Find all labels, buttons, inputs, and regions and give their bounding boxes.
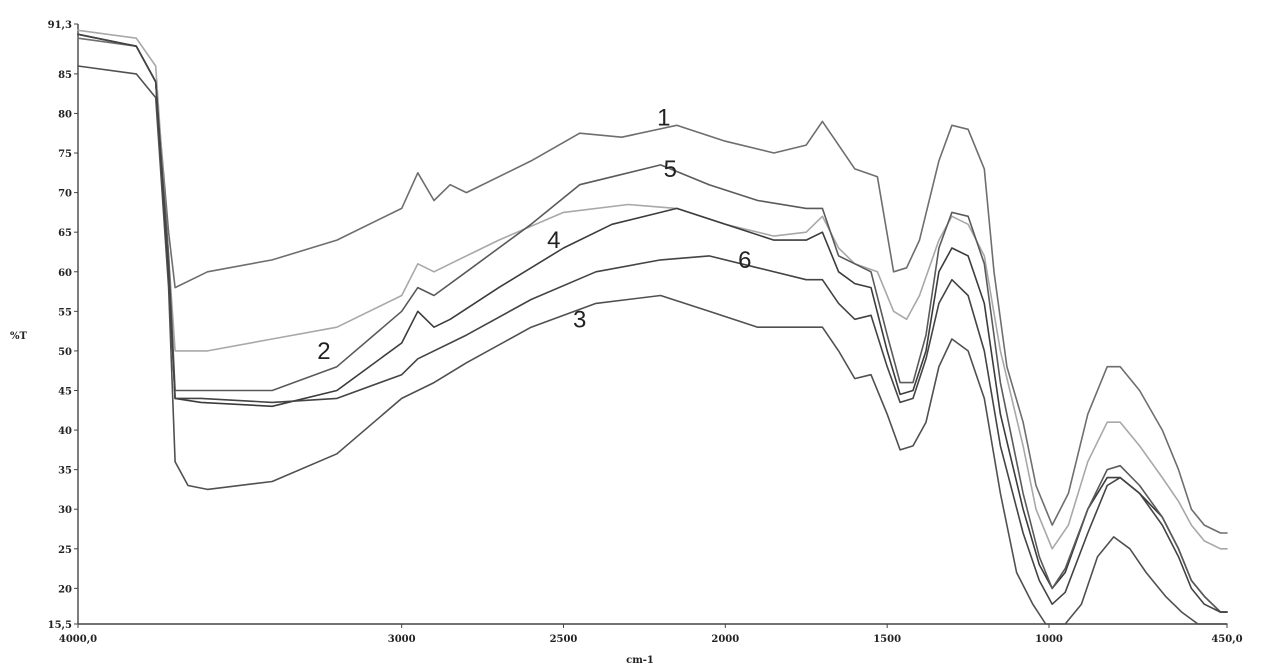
y-tick-label: 20 bbox=[58, 584, 72, 595]
chart-axes bbox=[77, 24, 1227, 625]
y-tick-label: 30 bbox=[58, 505, 72, 516]
y-tick-label: 55 bbox=[58, 307, 72, 318]
spectrum-line-3 bbox=[77, 65, 1228, 625]
y-tick-label: 65 bbox=[58, 228, 72, 239]
curve-label-6: 6 bbox=[738, 247, 751, 274]
curve-label-4: 4 bbox=[547, 227, 560, 254]
x-tick-label: 2500 bbox=[550, 634, 578, 645]
spectrum-line-2 bbox=[77, 29, 1228, 550]
x-tick-label: 2000 bbox=[711, 634, 739, 645]
y-tick-label: 91,3 bbox=[48, 20, 72, 31]
spectrum-line-4 bbox=[77, 33, 1228, 613]
x-axis-label: cm-1 bbox=[626, 655, 654, 666]
y-tick-label: 75 bbox=[58, 149, 72, 160]
spectrum-line-6 bbox=[77, 33, 1228, 613]
spectrum-line-5 bbox=[77, 33, 1228, 613]
x-tick-label: 1500 bbox=[873, 634, 901, 645]
y-tick-label: 85 bbox=[58, 70, 72, 81]
curve-label-2: 2 bbox=[317, 338, 330, 365]
curve-labels: 1 2 3 4 5 6 bbox=[317, 104, 751, 365]
x-tick-labels: 4000,0 3000 2500 2000 1500 1000 450,0 bbox=[59, 624, 1243, 645]
spectrum-series bbox=[77, 29, 1228, 625]
y-tick-label: 45 bbox=[58, 386, 72, 397]
y-tick-label: 35 bbox=[58, 466, 72, 477]
y-tick-label: 60 bbox=[58, 268, 72, 279]
x-tick-label: 450,0 bbox=[1211, 634, 1242, 645]
curve-label-1: 1 bbox=[657, 104, 670, 131]
y-tick-label: 15,5 bbox=[48, 620, 72, 631]
y-tick-label: 70 bbox=[58, 189, 72, 200]
y-tick-label: 80 bbox=[58, 109, 72, 120]
y-tick-labels: 91,3 85 80 75 70 65 60 55 50 45 40 35 30 25 20 15,5 bbox=[48, 20, 78, 631]
y-tick-label: 50 bbox=[58, 347, 72, 358]
y-axis-label: %T bbox=[10, 331, 28, 342]
curve-label-5: 5 bbox=[664, 156, 677, 183]
x-tick-label: 1000 bbox=[1035, 634, 1063, 645]
x-tick-label: 4000,0 bbox=[59, 634, 97, 645]
y-tick-label: 25 bbox=[58, 545, 72, 556]
x-tick-label: 3000 bbox=[388, 634, 416, 645]
spectrum-line-1 bbox=[77, 37, 1228, 534]
curve-label-3: 3 bbox=[573, 306, 586, 333]
y-tick-label: 40 bbox=[58, 426, 72, 437]
